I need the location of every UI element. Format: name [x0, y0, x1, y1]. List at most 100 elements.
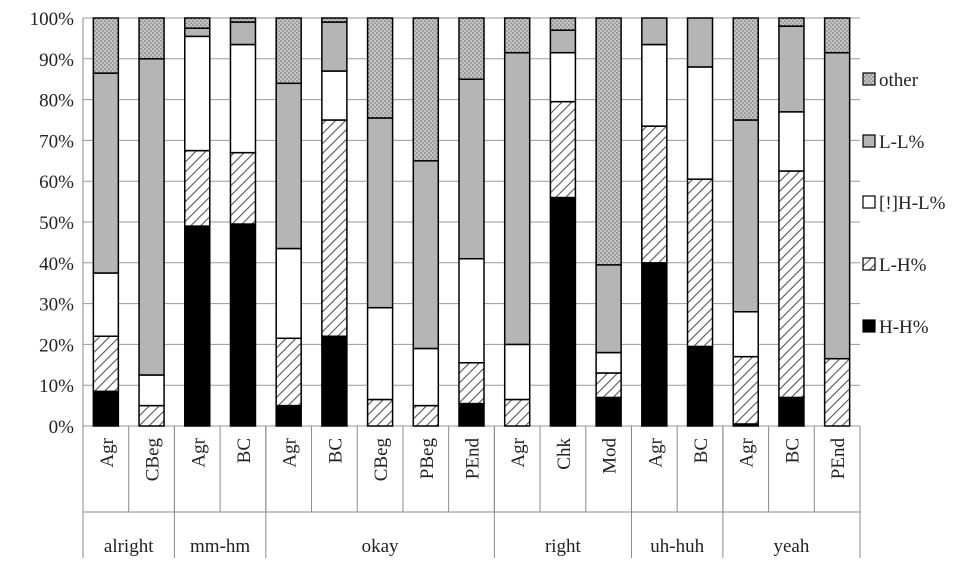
bar-segment-hh: [92, 390, 120, 427]
legend-swatch: [862, 319, 876, 333]
bar-segment-other: [92, 17, 120, 74]
x-tick-label: Agr: [97, 437, 118, 467]
legend-swatch: [862, 257, 876, 271]
bar-segment-hl: [184, 35, 211, 152]
bar-segment-hh: [229, 223, 257, 427]
bar-segment-hl: [92, 272, 120, 337]
bar-segment-other: [549, 17, 577, 31]
x-tick-label: Agr: [188, 437, 209, 467]
bar-segment-lh: [823, 357, 851, 427]
bar-segment-lh: [275, 337, 302, 407]
bar-segment-ll: [686, 17, 714, 68]
group-label: yeah: [774, 536, 810, 557]
bar-segment-hh: [549, 196, 577, 427]
bar-segment-other: [412, 17, 440, 162]
x-tick-label: Mod: [600, 438, 621, 474]
bar-segment-ll: [549, 29, 577, 54]
group-label: okay: [362, 536, 399, 557]
bar-segment-lh: [92, 335, 120, 393]
y-tick-label: 30%: [39, 295, 74, 316]
y-tick-label: 100%: [30, 9, 75, 30]
bar-segment-lh: [138, 404, 165, 427]
bar-segment-ll: [778, 25, 805, 113]
bar-segment-hl: [321, 70, 348, 121]
bar-segment-ll: [321, 21, 348, 72]
bar-segment-lh: [595, 372, 622, 399]
bar-segment-ll: [412, 160, 440, 350]
x-tick-label: CBeg: [371, 438, 392, 482]
bar-segment-ll: [138, 58, 165, 376]
bar-segment-hh: [275, 404, 302, 427]
bar-segment-hl: [229, 43, 257, 154]
bar-segment-hl: [778, 111, 805, 172]
bar-segment-lh: [412, 404, 440, 427]
bar-segment-other: [732, 17, 759, 121]
bar-segment-hl: [549, 51, 577, 103]
x-tick-label: BC: [325, 438, 346, 463]
group-label: alright: [104, 536, 154, 557]
x-tick-label: PEnd: [828, 438, 849, 480]
bar-segment-lh: [458, 362, 485, 405]
bar-segment-hl: [275, 247, 302, 340]
y-tick-label: 0%: [49, 417, 75, 438]
legend: other L-L% [!]H-L% L-H% H-H%: [862, 70, 946, 338]
bar-segment-ll: [229, 21, 257, 46]
bar-segment-lh: [366, 398, 394, 427]
y-tick-label: 70%: [39, 131, 74, 152]
x-tick-label: CBeg: [143, 438, 164, 482]
bar-segment-hl: [503, 343, 531, 401]
bar-segment-other: [229, 17, 257, 23]
bar-segment-hl: [138, 374, 165, 407]
y-tick-label: 40%: [39, 254, 74, 275]
group-label: mm-hm: [190, 536, 250, 557]
bar-segment-lh: [184, 149, 211, 227]
bar-segment-hh: [778, 396, 805, 427]
bar-segment-other: [778, 17, 805, 27]
bar-segment-hl: [732, 311, 759, 358]
bar-segment-hh: [686, 345, 714, 427]
bar-segment-other: [321, 17, 348, 23]
bar-segment-lh: [229, 151, 257, 225]
bar-segment-ll: [595, 264, 622, 354]
y-tick-label: 20%: [39, 335, 74, 356]
legend-label: [!]H-L%: [879, 193, 946, 214]
bar-segment-hh: [184, 225, 211, 427]
bar-segment-lh: [321, 119, 348, 337]
bar-segment-hh: [458, 402, 485, 427]
bar-segment-hh: [641, 262, 668, 427]
bar-segment-other: [275, 17, 302, 85]
bar-segment-ll: [823, 51, 851, 360]
bar-segment-ll: [366, 117, 394, 309]
bar-segment-ll: [641, 17, 668, 46]
bar-segment-ll: [184, 27, 211, 38]
y-tick-label: 10%: [39, 376, 74, 397]
x-tick-label: Agr: [737, 437, 758, 467]
group-label: uh-huh: [650, 536, 704, 557]
legend-label: H-H%: [879, 317, 929, 338]
bar-segment-lh: [549, 100, 577, 199]
bar-segment-hl: [458, 257, 485, 364]
bar-segment-other: [823, 17, 851, 54]
bar-segment-ll: [458, 78, 485, 260]
x-tick-label: Agr: [508, 437, 529, 467]
legend-label: other: [879, 70, 919, 91]
x-tick-label: BC: [234, 438, 255, 463]
bar-segment-hh: [321, 335, 348, 427]
bar-segment-hl: [686, 66, 714, 180]
bar-segment-ll: [503, 51, 531, 346]
bar-segment-ll: [732, 119, 759, 313]
legend-swatch: [862, 134, 876, 148]
bar-segment-ll: [275, 82, 302, 250]
legend-swatch: [862, 195, 876, 209]
bar-segment-lh: [778, 170, 805, 399]
x-tick-label: Agr: [645, 437, 666, 467]
bar-segment-other: [595, 17, 622, 266]
y-tick-label: 90%: [39, 50, 74, 71]
bar-segment-other: [458, 17, 485, 80]
bar-segment-hl: [641, 43, 668, 127]
bar-segment-hl: [595, 351, 622, 374]
legend-label: L-L%: [879, 132, 925, 153]
y-axis-tick-labels: 0% 10% 20% 30% 40% 50% 60% 70% 80% 90% 100%: [30, 9, 75, 438]
bar-segment-other: [138, 17, 165, 60]
